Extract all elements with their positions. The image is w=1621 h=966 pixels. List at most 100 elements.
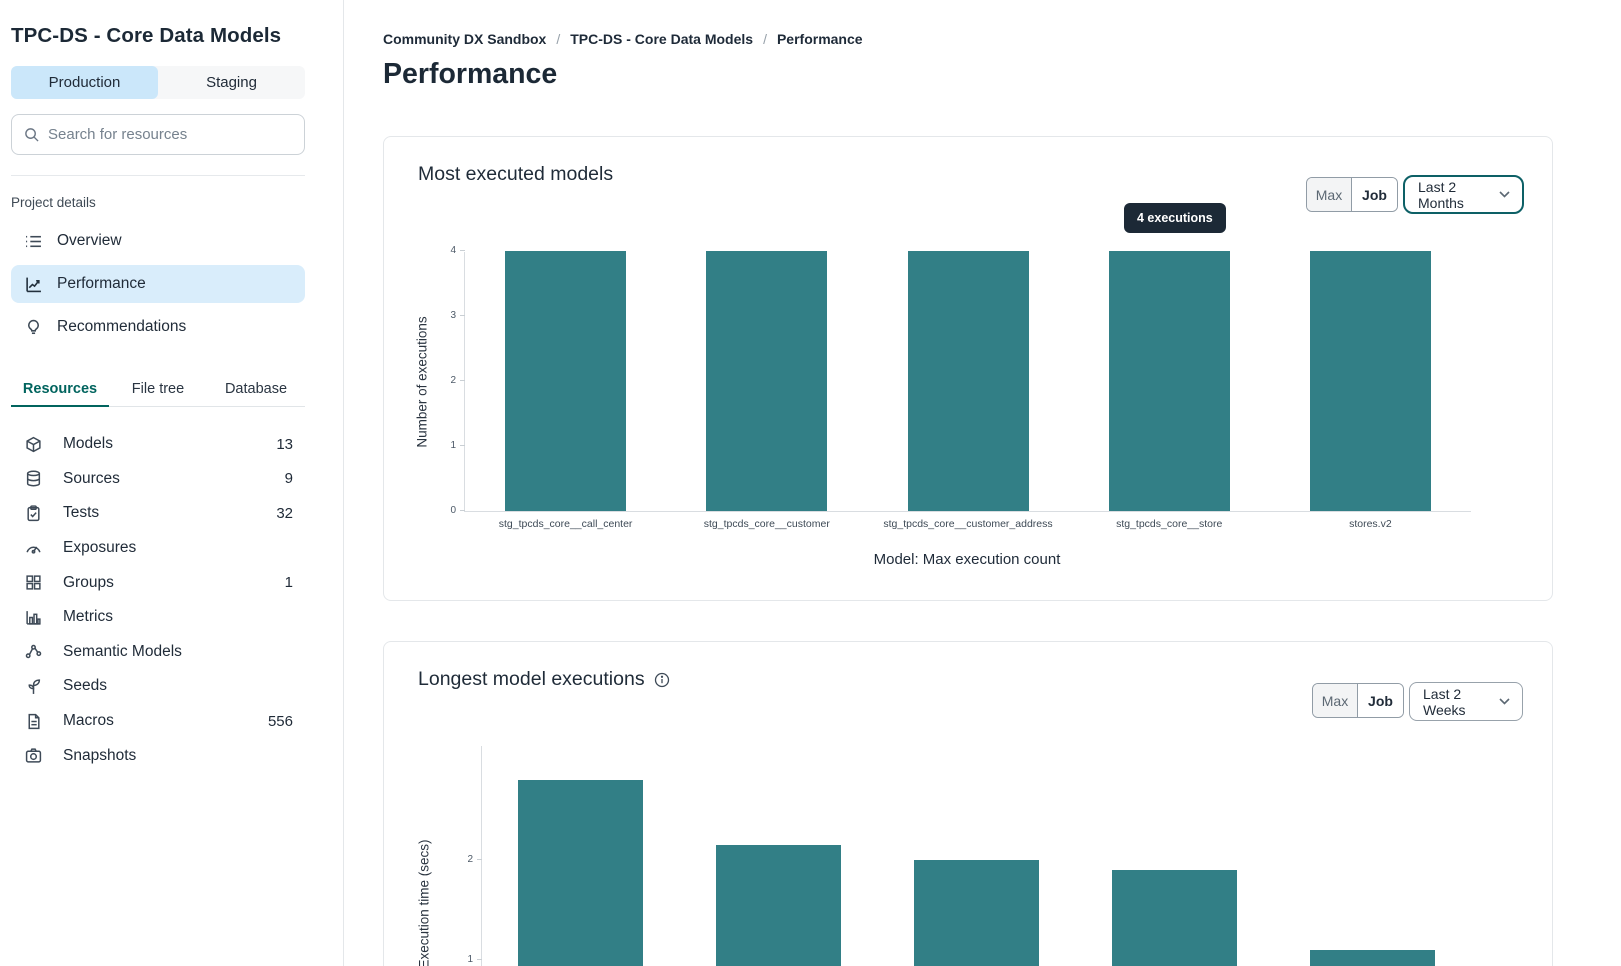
card-longest-model-executions: Longest model executions Max Job Last 2 … (383, 641, 1553, 966)
job-button[interactable]: Job (1352, 178, 1397, 211)
y-tick-label: 1 (467, 954, 473, 965)
breadcrumb-account[interactable]: Community DX Sandbox (383, 31, 547, 47)
camera-icon (25, 747, 42, 764)
sidebar-item-recommendations[interactable]: Recommendations (11, 308, 305, 346)
tab-staging[interactable]: Staging (206, 74, 257, 91)
y-tick-mark (477, 959, 482, 960)
bar[interactable] (907, 251, 1029, 511)
bar[interactable] (706, 251, 828, 511)
max-job-toggle: Max Job (1306, 177, 1398, 212)
bar[interactable] (1111, 870, 1237, 966)
resource-row-sources[interactable]: Sources 9 (11, 462, 305, 497)
job-button[interactable]: Job (1358, 684, 1403, 717)
y-tick-mark (460, 380, 465, 381)
y-tick-label: 1 (450, 440, 456, 451)
resource-row-seeds[interactable]: Seeds (11, 669, 305, 704)
chevron-down-icon (1499, 191, 1510, 198)
x-tick-label: stg_tpcds_core__call_center (498, 518, 633, 530)
resource-count: 9 (284, 470, 293, 488)
resource-count: 32 (276, 504, 293, 522)
info-icon[interactable] (654, 672, 670, 688)
resource-label: Macros (63, 712, 114, 730)
tab-resources[interactable]: Resources (11, 372, 109, 407)
environment-toggle: Production Staging (11, 66, 305, 99)
y-tick-mark (477, 859, 482, 860)
search-box[interactable] (11, 114, 305, 155)
resource-count: 1 (284, 574, 293, 592)
x-tick-label: stg_tpcds_core__customer (703, 518, 830, 530)
bar-tooltip: 4 executions (1124, 203, 1226, 233)
sidebar-item-overview[interactable]: Overview (11, 222, 305, 260)
resource-row-exposures[interactable]: Exposures (11, 531, 305, 566)
gauge-icon (25, 540, 42, 557)
max-button[interactable]: Max (1313, 684, 1358, 717)
resource-count: 13 (276, 435, 293, 453)
project-details-label: Project details (11, 195, 96, 210)
date-range-select[interactable]: Last 2 Weeks (1409, 682, 1523, 721)
bar-chart-plot: 0 1 2 3 4 stg_tpcds_core__call_center stg_tpcd… (450, 246, 1471, 530)
x-tick-label: stg_tpcds_core__customer_address (883, 518, 1053, 530)
resource-row-models[interactable]: Models 13 (11, 427, 305, 462)
resource-row-groups[interactable]: Groups 1 (11, 565, 305, 600)
x-tick-label: stg_tpcds_core__store (1116, 518, 1223, 530)
list-icon (25, 233, 42, 250)
y-tick-mark (460, 510, 465, 511)
y-axis-label: Number of executions (414, 316, 430, 448)
resource-row-semantic-models[interactable]: Semantic Models (11, 635, 305, 670)
sidebar-item-label: Overview (57, 232, 122, 249)
bar[interactable] (1309, 251, 1431, 511)
breadcrumb-project[interactable]: TPC-DS - Core Data Models (570, 31, 754, 47)
card-most-executed-models: Most executed models Max Job Last 2 Mont… (383, 136, 1553, 601)
tab-production[interactable]: Production (11, 66, 158, 99)
page-title: Performance (383, 58, 558, 90)
date-range-select[interactable]: Last 2 Months (1403, 175, 1524, 214)
search-icon (24, 127, 39, 142)
sidebar: TPC-DS - Core Data Models Production Sta… (0, 0, 344, 966)
project-nav: Overview Performance (11, 222, 305, 346)
y-tick-label: 2 (467, 854, 473, 865)
bar[interactable] (505, 251, 627, 511)
y-axis-label: Execution time (secs) (416, 839, 432, 966)
y-tick-mark (460, 250, 465, 251)
sidebar-item-performance[interactable]: Performance (11, 265, 305, 303)
grid-icon (25, 574, 42, 591)
chart-title: Most executed models (418, 163, 614, 185)
resource-row-snapshots[interactable]: Snapshots (11, 738, 305, 773)
database-icon (25, 470, 42, 487)
breadcrumb-separator: / (556, 31, 561, 47)
date-range-value: Last 2 Months (1418, 178, 1464, 211)
tab-file-tree[interactable]: File tree (131, 381, 185, 397)
resource-list: Models 13 Sources 9 (11, 427, 305, 773)
resource-row-metrics[interactable]: Metrics (11, 600, 305, 635)
chart-title: Longest model executions (418, 668, 645, 690)
chevron-down-icon (1499, 698, 1510, 705)
y-tick-mark (460, 445, 465, 446)
resource-tabs: Resources File tree Database (11, 372, 305, 407)
main-content: Community DX Sandbox / TPC-DS - Core Dat… (344, 0, 1621, 966)
tab-database[interactable]: Database (224, 381, 288, 397)
bar[interactable] (1309, 950, 1435, 966)
seedling-icon (25, 678, 42, 695)
resource-row-tests[interactable]: Tests 32 (11, 496, 305, 531)
bar[interactable] (716, 845, 842, 966)
nodes-icon (25, 643, 42, 660)
bar[interactable] (914, 860, 1039, 966)
bar[interactable] (518, 780, 644, 966)
file-icon (25, 713, 42, 730)
resource-row-macros[interactable]: Macros 556 (11, 704, 305, 739)
resource-label: Seeds (63, 677, 107, 695)
y-tick-mark (460, 315, 465, 316)
x-axis-label: Model: Max execution count (873, 551, 1061, 568)
resource-label: Semantic Models (63, 642, 182, 660)
bar[interactable] (1108, 251, 1230, 511)
search-input[interactable] (48, 126, 292, 143)
y-tick-label: 3 (450, 310, 456, 321)
project-title: TPC-DS - Core Data Models (11, 24, 282, 47)
max-button[interactable]: Max (1307, 178, 1352, 211)
resource-label: Groups (63, 573, 114, 591)
breadcrumb-current: Performance (776, 31, 863, 47)
resource-count: 556 (267, 712, 293, 730)
y-tick-label: 0 (450, 505, 456, 516)
